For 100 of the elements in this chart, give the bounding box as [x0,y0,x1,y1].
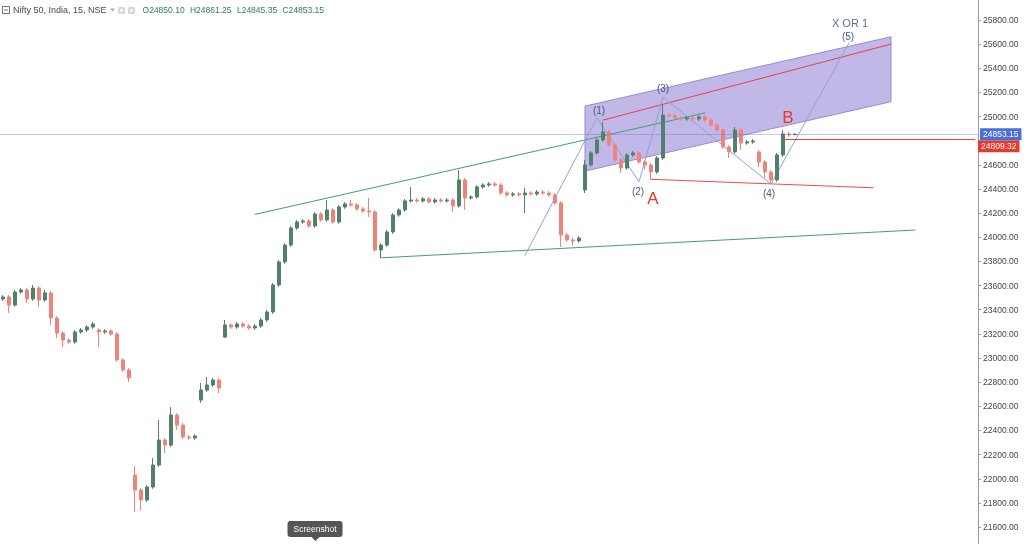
candlestick [259,317,263,329]
candlestick [487,181,491,188]
candlestick [277,259,281,288]
y-tick-label: 23400.00 [983,304,1019,315]
y-tick-label: 24600.00 [983,159,1019,170]
y-tick-label: 23800.00 [983,256,1019,267]
candlestick [19,287,23,295]
candlestick [409,186,413,204]
candlestick [451,197,455,213]
candlestick [361,206,365,214]
candlestick [355,202,359,212]
candlestick [253,323,257,331]
candlestick [313,211,317,229]
candlestick [181,422,185,440]
candlestick [103,328,107,335]
candlestick [241,321,245,329]
candlestick [631,150,635,158]
candlestick [307,218,311,229]
y-tick-label: 25600.00 [983,39,1019,50]
annotation: B [782,107,794,127]
candlestick [217,377,221,394]
candlestick [265,309,269,323]
candlestick [139,487,143,511]
annotation: (4) [762,187,776,199]
candlestick [61,330,65,348]
candlestick [367,197,371,218]
candlestick [229,322,233,330]
y-tick-label: 22200.00 [983,449,1019,460]
candlestick [37,285,41,308]
candlestick [553,192,557,206]
candlestick [283,242,287,265]
y-tick-label: 23600.00 [983,280,1019,291]
candlestick [547,190,551,198]
candlestick [169,406,173,448]
candlestick [727,144,731,159]
candlestick [643,159,647,171]
candlestick [463,177,467,211]
candlestick [667,112,671,119]
candlestick [571,237,575,246]
candlestick [145,484,149,503]
candlestick [73,329,77,345]
candlestick [301,218,305,225]
candlestick [475,184,479,200]
candlestick [13,289,17,308]
candlestick [193,433,197,441]
candlestick [163,437,167,454]
annotation: (2) [631,185,645,197]
candlestick [439,197,443,204]
text: O24850.10 H24861.25 L24845.35 C24853.15 [142,5,325,15]
candlestick [781,129,785,158]
candlestick [49,290,53,326]
candlestick [421,196,425,204]
candlestick [769,169,773,184]
candlestick [55,315,59,339]
ref-line-label: 24853.15 [983,129,1019,140]
candlestick [469,194,473,201]
candlestick [763,159,767,179]
candlestick [787,131,791,138]
candlestick [235,321,239,330]
candlestick [733,126,737,155]
candlestick [697,114,701,122]
y-tick-label: 25200.00 [983,87,1019,98]
candlestick [655,155,659,175]
candlestick [775,152,779,183]
annotation: (3) [656,82,670,94]
candlestick [85,324,89,333]
y-tick-label: 22000.00 [983,473,1019,484]
candlestick [373,209,377,253]
candlestick [31,284,35,302]
candlestick [25,287,29,304]
candlestick [109,328,113,337]
annotation: (5) [841,30,855,42]
candlestick [679,115,683,122]
candlestick [187,434,191,441]
candlestick [559,200,563,248]
y-tick-label: 23000.00 [983,353,1019,364]
candlestick [121,357,125,373]
candlestick [325,199,329,223]
candlestick [133,465,137,513]
candlestick [613,142,617,163]
candlestick [175,412,179,431]
candlestick [709,117,713,128]
candlestick [343,201,347,210]
annotation: X OR 1 [831,17,869,29]
candlestick [541,189,545,196]
y-tick-label: 24000.00 [983,232,1019,243]
candlestick [523,187,527,214]
candlestick [721,127,725,150]
candlestick [43,289,47,303]
y-tick-label: 24200.00 [983,208,1019,219]
candlestick [685,115,689,122]
candlestick [517,191,521,198]
candlestick [565,232,569,243]
candlestick [379,242,383,259]
candlestick [247,323,251,331]
candlestick [1,294,5,302]
data-label: 24809.32 [981,141,1017,152]
candlestick [619,157,623,174]
candlestick [199,382,203,404]
candlestick [67,337,71,345]
